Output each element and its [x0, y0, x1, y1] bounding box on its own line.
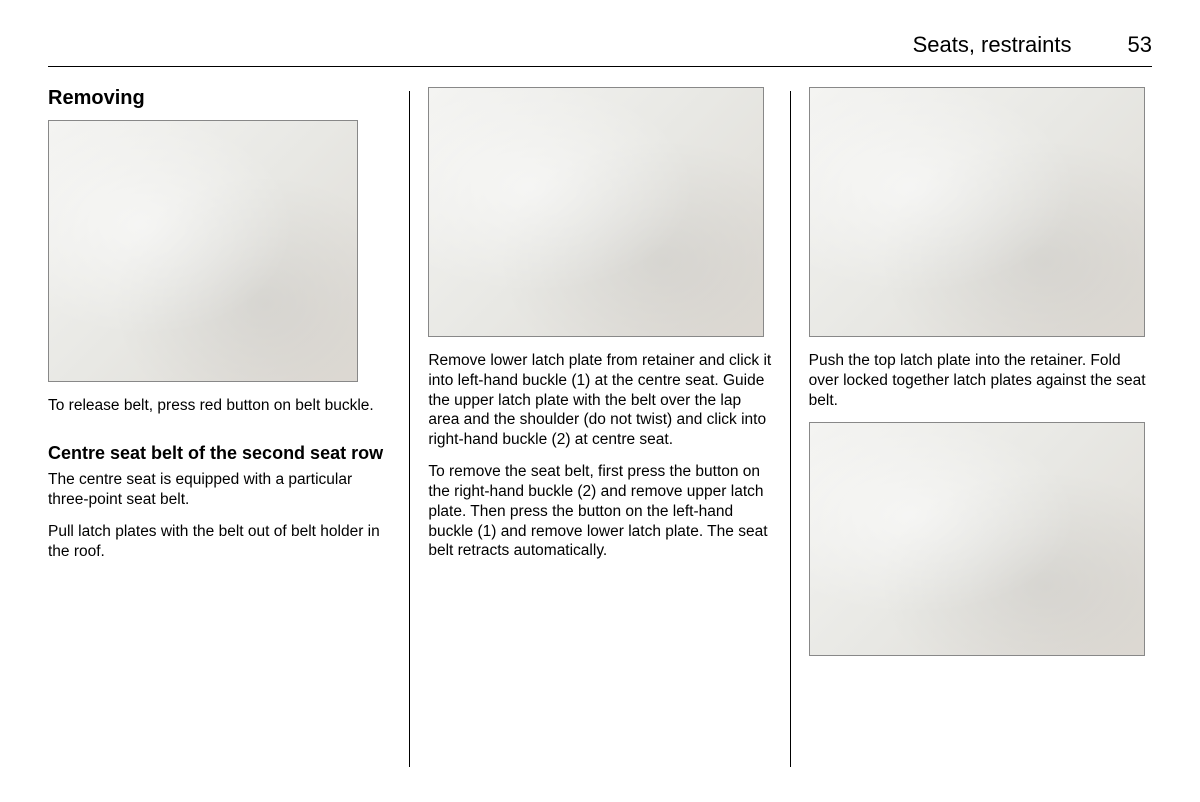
illustration-stowed-latch	[809, 422, 1145, 656]
col2-para-2: To remove the seat belt, first press the…	[428, 462, 771, 561]
illustration-seat-row-buckles	[428, 87, 764, 337]
col3-para-1: Push the top latch plate into the retain…	[809, 351, 1152, 410]
col1-para-2: The centre seat is equipped with a parti…	[48, 470, 391, 510]
page-header: Seats, restraints 53	[48, 32, 1152, 67]
centre-seat-belt-heading: Centre seat belt of the second seat row	[48, 442, 391, 465]
content-columns: Removing To release belt, press red butt…	[48, 87, 1152, 767]
column-2: Remove lower latch plate from retainer a…	[410, 87, 789, 767]
illustration-retainer-push	[809, 87, 1145, 337]
header-page-number: 53	[1128, 32, 1152, 58]
col1-para-1: To release belt, press red button on bel…	[48, 396, 391, 416]
header-section-title: Seats, restraints	[913, 32, 1072, 58]
column-3: Push the top latch plate into the retain…	[791, 87, 1152, 767]
col1-para-3: Pull latch plates with the belt out of b…	[48, 522, 391, 562]
removing-heading: Removing	[48, 87, 391, 110]
column-1: Removing To release belt, press red butt…	[48, 87, 409, 767]
col2-para-1: Remove lower latch plate from retainer a…	[428, 351, 771, 450]
illustration-release-belt	[48, 120, 358, 382]
